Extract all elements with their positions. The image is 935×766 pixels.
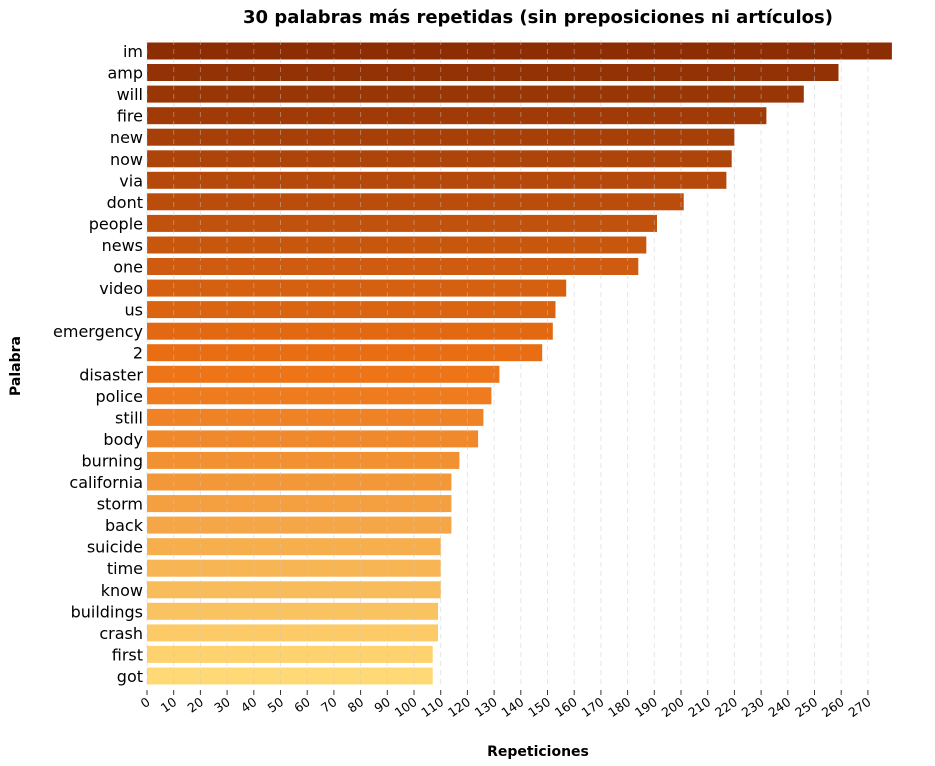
bar-one bbox=[147, 258, 639, 275]
bar-crash bbox=[147, 624, 438, 642]
bar-fire bbox=[147, 107, 767, 125]
x-axis-label: Repeticiones bbox=[487, 744, 589, 760]
x-tick-label: 50 bbox=[265, 694, 287, 715]
bars bbox=[147, 42, 892, 685]
category-label: video bbox=[99, 279, 143, 298]
bar-still bbox=[147, 408, 484, 426]
bar-new bbox=[147, 128, 735, 146]
category-label: crash bbox=[99, 624, 143, 643]
category-label: got bbox=[117, 667, 143, 686]
x-tick-label: 270 bbox=[845, 694, 873, 720]
category-label: disaster bbox=[79, 365, 143, 384]
x-tick-label: 20 bbox=[184, 694, 206, 715]
y-axis-label: Palabra bbox=[8, 336, 24, 396]
x-tick-label: 180 bbox=[605, 694, 633, 720]
x-axis: 0 10 20 30 40 50 60 70 80 90100110120130140150160… bbox=[138, 690, 874, 720]
category-label: amp bbox=[107, 64, 143, 83]
x-tick-label: 80 bbox=[345, 694, 367, 715]
x-tick-label: 0 bbox=[138, 694, 153, 711]
x-tick-label: 60 bbox=[291, 694, 313, 715]
category-label: people bbox=[89, 214, 143, 233]
category-label: new bbox=[110, 128, 143, 147]
bar-will bbox=[147, 85, 804, 103]
category-label: emergency bbox=[53, 322, 143, 341]
x-tick-label: 30 bbox=[211, 694, 233, 715]
category-label: suicide bbox=[87, 538, 143, 557]
bar-body bbox=[147, 430, 479, 448]
category-label: police bbox=[96, 387, 143, 406]
x-tick-label: 200 bbox=[659, 694, 687, 720]
x-tick-label: 170 bbox=[578, 694, 606, 720]
bar-burning bbox=[147, 451, 460, 469]
category-label: news bbox=[102, 236, 143, 255]
x-tick-label: 250 bbox=[792, 694, 820, 720]
bar-back bbox=[147, 516, 452, 534]
x-tick-label: 150 bbox=[525, 694, 553, 720]
bar-people bbox=[147, 214, 657, 232]
bar-california bbox=[147, 473, 452, 491]
x-tick-label: 210 bbox=[685, 694, 713, 720]
category-label: one bbox=[113, 258, 143, 277]
bar-via bbox=[147, 171, 727, 189]
bar-news bbox=[147, 236, 647, 254]
category-label: dont bbox=[107, 193, 143, 212]
category-label: will bbox=[117, 85, 143, 104]
bar-disaster bbox=[147, 365, 500, 383]
x-tick-label: 160 bbox=[552, 694, 580, 720]
bar-amp bbox=[147, 64, 839, 81]
x-tick-label: 260 bbox=[819, 694, 847, 720]
category-label: still bbox=[115, 408, 143, 427]
x-tick-label: 230 bbox=[739, 694, 767, 720]
x-tick-label: 140 bbox=[498, 694, 526, 720]
grid-lines bbox=[146, 40, 869, 688]
bar-now bbox=[147, 150, 732, 168]
category-label: california bbox=[69, 473, 143, 492]
x-tick-label: 10 bbox=[158, 694, 180, 715]
bar-us bbox=[147, 301, 556, 319]
x-tick-label: 120 bbox=[445, 694, 473, 720]
x-tick-label: 130 bbox=[472, 694, 500, 720]
bar-2 bbox=[147, 344, 543, 362]
bar-dont bbox=[147, 193, 684, 211]
bar-buildings bbox=[147, 602, 438, 620]
category-label: burning bbox=[82, 451, 143, 470]
category-label: know bbox=[101, 581, 143, 600]
category-label: fire bbox=[117, 107, 143, 126]
category-label: via bbox=[119, 171, 143, 190]
category-label: time bbox=[107, 559, 143, 578]
category-label: first bbox=[112, 645, 143, 664]
bar-police bbox=[147, 387, 492, 405]
bar-time bbox=[147, 559, 441, 577]
bar-emergency bbox=[147, 322, 553, 340]
category-label: 2 bbox=[133, 344, 143, 363]
bar-storm bbox=[147, 495, 452, 513]
x-tick-label: 110 bbox=[418, 694, 446, 720]
bar-im bbox=[147, 42, 892, 60]
category-labels: im amp will fire new now via dont people news one v… bbox=[53, 42, 144, 686]
bar-know bbox=[147, 581, 441, 599]
x-tick-label: 90 bbox=[371, 694, 393, 715]
x-tick-label: 70 bbox=[318, 694, 340, 715]
category-label: body bbox=[103, 430, 143, 449]
x-tick-label: 100 bbox=[392, 694, 420, 720]
bar-video bbox=[147, 279, 567, 297]
category-label: back bbox=[105, 516, 144, 535]
category-label: im bbox=[123, 42, 143, 61]
category-label: us bbox=[125, 301, 143, 320]
bar-first bbox=[147, 645, 433, 663]
category-label: now bbox=[110, 150, 143, 169]
x-tick-label: 220 bbox=[712, 694, 740, 720]
chart-title: 30 palabras más repetidas (sin preposici… bbox=[243, 7, 833, 28]
category-label: storm bbox=[97, 495, 143, 514]
x-tick-label: 240 bbox=[765, 694, 793, 720]
x-tick-label: 40 bbox=[238, 694, 260, 715]
x-tick-label: 190 bbox=[632, 694, 660, 720]
bar-suicide bbox=[147, 538, 441, 556]
bar-got bbox=[147, 667, 433, 685]
category-label: buildings bbox=[71, 602, 143, 621]
